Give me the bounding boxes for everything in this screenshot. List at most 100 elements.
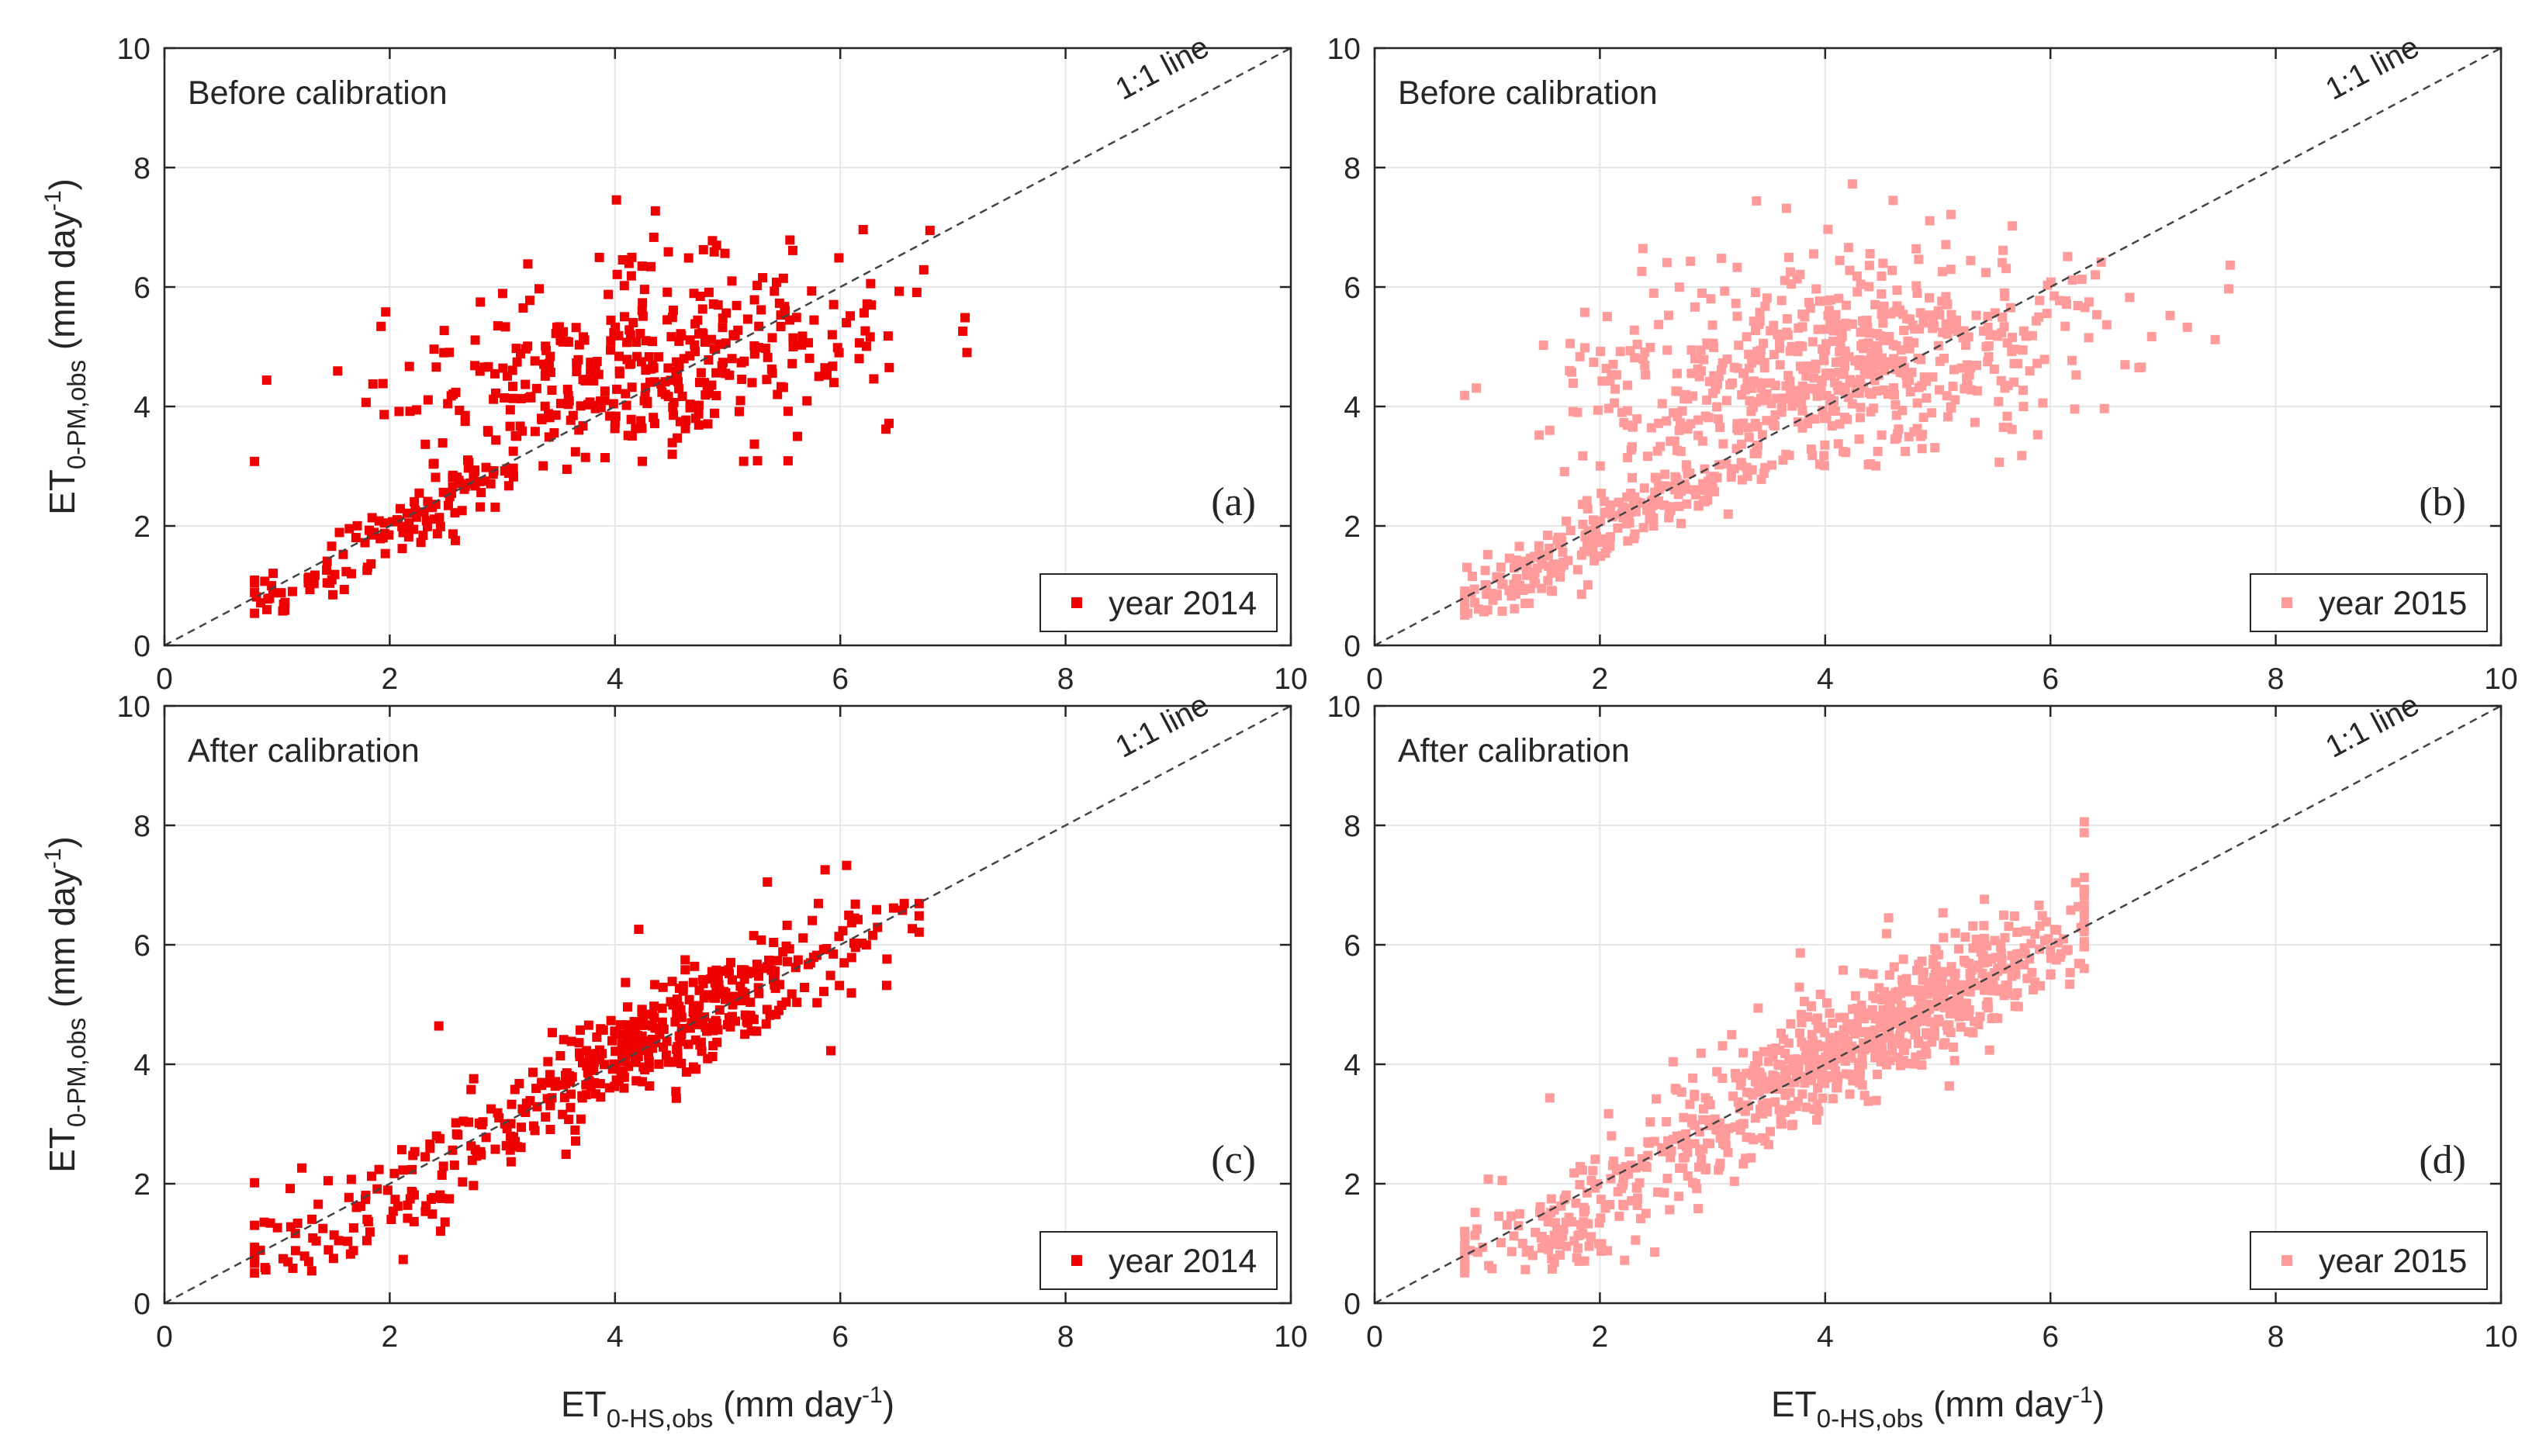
data-point — [2005, 303, 2015, 313]
data-point — [2021, 926, 2031, 936]
data-point — [2079, 915, 2089, 925]
data-point — [2210, 334, 2220, 344]
data-point — [1460, 1265, 1470, 1275]
data-point — [1935, 385, 1945, 395]
data-point — [1825, 1008, 1835, 1019]
data-point — [1910, 1007, 1920, 1017]
data-point — [1925, 216, 1935, 226]
data-point — [561, 1150, 571, 1160]
points-year-2014 — [250, 860, 924, 1278]
data-point — [740, 1029, 750, 1039]
data-point — [631, 424, 641, 434]
data-point — [455, 479, 465, 489]
data-point — [706, 334, 716, 344]
data-point — [1605, 541, 1615, 552]
data-point — [1843, 243, 1853, 253]
data-point — [422, 521, 432, 531]
data-point — [2146, 331, 2157, 341]
data-point — [1774, 1060, 1784, 1070]
data-point — [861, 341, 871, 351]
data-point — [1856, 375, 1866, 385]
data-point — [1686, 345, 1697, 355]
x-tick-label: 8 — [2268, 662, 2285, 696]
data-point — [590, 1089, 600, 1099]
data-point — [737, 374, 747, 384]
axes-frame — [1373, 47, 2503, 647]
x-tick-label: 4 — [1817, 662, 1834, 696]
data-point — [1892, 285, 1902, 296]
panel-label: (b) — [2419, 480, 2466, 524]
legend: year 2014 — [1040, 1231, 1278, 1290]
data-point — [1600, 1203, 1610, 1213]
data-point — [545, 1070, 555, 1080]
data-point — [1470, 597, 1480, 607]
data-point — [1617, 502, 1628, 512]
data-point — [592, 1032, 602, 1043]
data-point — [734, 406, 744, 417]
data-point — [1726, 472, 1736, 482]
data-point — [1770, 380, 1780, 390]
data-point — [1732, 311, 1742, 321]
data-point — [1746, 1088, 1756, 1098]
data-point — [333, 366, 343, 376]
data-point — [511, 344, 521, 354]
data-point — [464, 458, 474, 468]
data-point — [1744, 363, 1754, 373]
data-point — [761, 1019, 771, 1029]
data-point — [378, 379, 388, 389]
data-point — [508, 463, 518, 473]
data-point — [1956, 980, 1966, 990]
data-point — [1873, 446, 1883, 456]
data-point — [1827, 420, 1837, 431]
data-point — [1665, 502, 1675, 512]
data-point — [2015, 949, 2025, 959]
data-point — [1620, 1255, 1630, 1265]
data-point — [694, 1019, 704, 1029]
data-point — [709, 247, 719, 257]
data-point — [306, 1266, 317, 1276]
y-axis-title-bottom: ET0-PM,obs (mm day-1) — [40, 836, 91, 1173]
axes-frame — [163, 704, 1292, 1305]
data-point — [1875, 331, 1885, 341]
data-point — [1831, 1066, 1841, 1076]
data-point — [1964, 959, 1974, 969]
data-point — [1738, 1159, 1749, 1169]
data-point — [2003, 380, 2013, 390]
data-point — [881, 980, 891, 991]
data-point — [1933, 1014, 1943, 1024]
data-point — [1578, 519, 1588, 529]
data-point — [576, 1025, 586, 1035]
data-point — [1525, 553, 1535, 563]
data-point — [526, 393, 536, 403]
data-point — [1769, 320, 1779, 330]
data-point — [1836, 332, 1846, 342]
data-point — [787, 989, 797, 999]
data-point — [958, 326, 968, 336]
data-point — [1565, 525, 1576, 535]
data-point — [1579, 1202, 1589, 1212]
data-point — [1550, 1218, 1560, 1228]
data-point — [2060, 321, 2070, 331]
data-point — [2079, 940, 2089, 950]
data-point — [534, 284, 545, 294]
data-point — [1999, 322, 2009, 332]
data-point — [1859, 344, 1869, 354]
data-point — [537, 1077, 547, 1088]
data-point — [1717, 254, 1727, 264]
data-point — [435, 521, 445, 531]
data-point — [356, 1202, 366, 1212]
data-point — [409, 1190, 419, 1200]
data-point — [962, 348, 972, 358]
data-point — [1610, 384, 1621, 394]
data-point — [1811, 385, 1821, 395]
data-point — [1750, 287, 1760, 297]
data-point — [1851, 1026, 1861, 1036]
data-point — [1555, 1250, 1565, 1260]
data-point — [1483, 1174, 1493, 1185]
data-point — [787, 245, 797, 255]
data-point — [685, 351, 695, 361]
data-point — [1917, 381, 1927, 391]
data-point — [600, 453, 611, 463]
data-point — [1952, 317, 1962, 327]
data-point — [644, 351, 654, 361]
